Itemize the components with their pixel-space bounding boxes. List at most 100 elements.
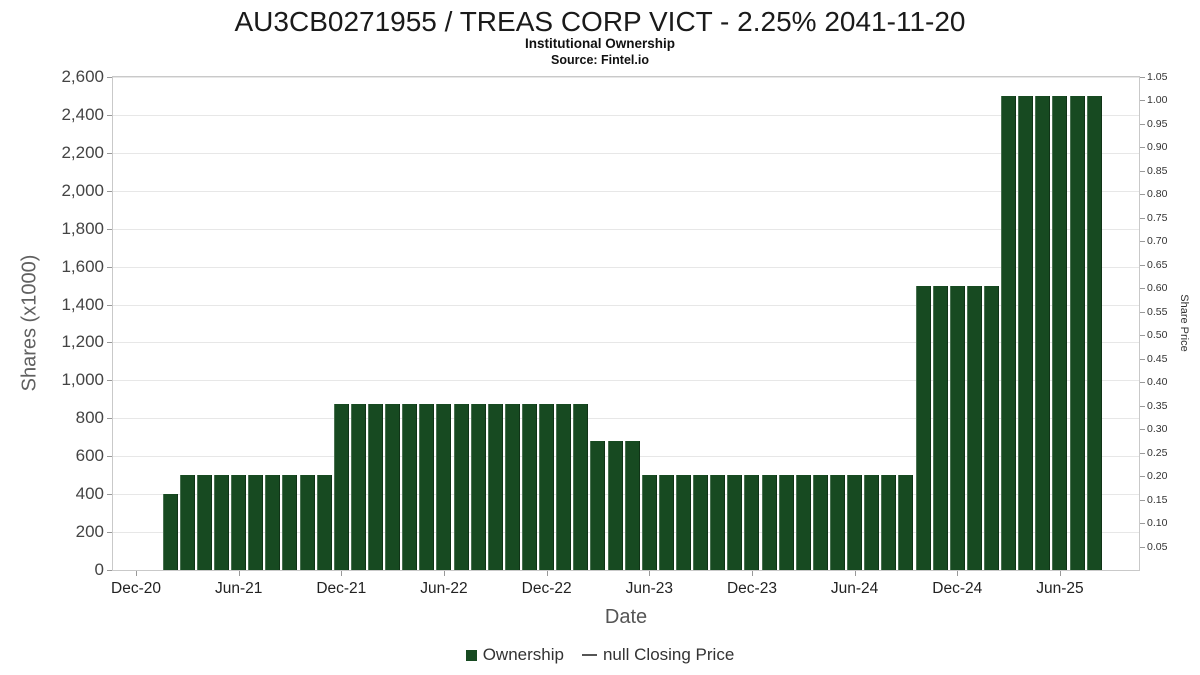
legend: Ownership null Closing Price — [0, 645, 1200, 665]
price-axis-tick-mark — [1140, 382, 1145, 384]
bar-apr-24 — [812, 475, 828, 570]
y-axis-tick-mark — [107, 532, 112, 534]
gridline — [113, 380, 1139, 382]
bar-apr-23 — [607, 441, 623, 570]
bar-sep-23 — [693, 475, 709, 570]
price-axis-tick-label: 0.50 — [1147, 329, 1168, 342]
bar-may-23 — [624, 441, 640, 570]
price-axis-tick-mark — [1140, 194, 1145, 196]
bar-jun-22 — [436, 404, 452, 570]
x-axis-tick-mark — [238, 571, 240, 576]
y-axis-tick-label: 0 — [94, 560, 104, 579]
x-axis-tick-mark — [854, 571, 856, 576]
bar-feb-25 — [984, 285, 999, 570]
bar-aug-21 — [265, 475, 281, 570]
price-axis-tick-mark — [1140, 499, 1145, 501]
x-axis-tick-label: Dec-20 — [111, 580, 161, 597]
bar-mar-24 — [795, 475, 811, 570]
bar-may-24 — [830, 475, 845, 570]
x-axis-title-date: Date — [604, 606, 648, 628]
price-axis-tick-label: 0.80 — [1147, 188, 1168, 201]
y-axis-tick-label: 1,600 — [61, 256, 104, 276]
bar-nov-22 — [522, 404, 538, 570]
bar-jan-24 — [761, 475, 777, 570]
price-axis-tick-mark — [1140, 241, 1145, 243]
y-axis-tick-label: 1,200 — [61, 332, 104, 352]
price-axis-tick-mark — [1140, 452, 1145, 454]
price-axis-tick-mark — [1140, 217, 1145, 219]
price-axis-tick-mark — [1140, 429, 1145, 431]
y-axis-tick-label: 1,400 — [61, 294, 104, 314]
legend-item-ownership: Ownership — [465, 645, 564, 665]
price-axis-tick-mark — [1140, 123, 1145, 125]
price-axis-tick-mark — [1140, 311, 1145, 313]
bar-jun-21 — [231, 475, 247, 570]
gridline — [113, 114, 1139, 116]
x-axis-tick-label: Jun-25 — [1036, 580, 1084, 597]
bar-nov-24 — [932, 285, 948, 570]
bar-oct-22 — [504, 404, 520, 570]
gridline — [113, 77, 1139, 78]
bar-apr-25 — [1018, 95, 1034, 570]
bar-mar-25 — [1001, 95, 1017, 570]
bar-sep-21 — [282, 475, 298, 570]
y-axis-tick-label: 2,400 — [61, 104, 104, 124]
price-axis-tick-label: 0.30 — [1147, 423, 1168, 436]
price-axis-tick-label: 0.20 — [1147, 470, 1168, 483]
bar-dec-22 — [539, 404, 555, 570]
bar-jan-22 — [350, 404, 366, 570]
price-axis-tick-label: 0.10 — [1147, 517, 1168, 530]
y-axis-tick-mark — [107, 418, 112, 420]
price-axis-tick-label: 0.90 — [1147, 141, 1168, 154]
x-axis-tick-mark — [341, 571, 343, 576]
gridline — [113, 190, 1139, 192]
price-axis-tick-mark — [1140, 523, 1145, 525]
price-axis-tick-label: 0.40 — [1147, 376, 1168, 389]
bar-aug-24 — [881, 475, 897, 570]
price-axis-tick-label: 0.85 — [1147, 164, 1168, 177]
x-axis-tick-mark — [649, 571, 651, 576]
price-axis-tick-mark — [1140, 405, 1145, 407]
bar-oct-23 — [710, 475, 726, 570]
x-axis-tick-mark — [751, 571, 753, 576]
price-axis-tick-label: 0.65 — [1147, 258, 1168, 271]
x-axis-tick-label: Dec-22 — [521, 580, 572, 597]
y-axis-tick-mark — [107, 456, 112, 458]
bar-feb-23 — [573, 404, 589, 570]
y-axis-tick-mark — [107, 190, 112, 192]
y-axis-tick-label: 1,800 — [61, 218, 104, 238]
y-axis-tick-label: 2,600 — [61, 67, 104, 86]
y-axis-tick-label: 2,000 — [61, 180, 104, 200]
price-axis-tick-mark — [1140, 100, 1145, 102]
price-axis-tick-label: 0.35 — [1147, 399, 1168, 412]
y-axis-tick-label: 1,000 — [61, 370, 104, 390]
y-axis-tick-label: 2,200 — [61, 142, 104, 162]
price-axis-tick-mark — [1140, 288, 1145, 290]
bar-jul-22 — [453, 404, 469, 570]
bar-mar-21 — [179, 475, 195, 570]
bar-jun-24 — [847, 475, 863, 570]
ownership-swatch-icon — [465, 649, 477, 661]
x-axis-tick-mark — [443, 571, 445, 576]
x-axis-tick-label: Jun-23 — [625, 580, 673, 597]
bar-oct-21 — [299, 475, 315, 570]
y-axis-tick-mark — [107, 77, 112, 78]
y-axis-tick-label: 200 — [75, 522, 104, 542]
y-axis-tick-mark — [107, 494, 112, 496]
bar-jul-23 — [658, 475, 674, 570]
bar-feb-24 — [778, 475, 794, 570]
price-axis-tick-label: 0.70 — [1147, 235, 1168, 248]
bar-dec-21 — [333, 404, 349, 570]
price-axis-tick-label: 0.25 — [1147, 446, 1168, 459]
price-axis-tick-mark — [1140, 358, 1145, 360]
bar-may-21 — [214, 475, 230, 570]
gridline — [113, 266, 1139, 268]
gridline — [113, 152, 1139, 154]
bar-oct-24 — [915, 285, 931, 570]
bar-jul-21 — [248, 475, 264, 570]
price-axis-tick-mark — [1140, 335, 1145, 337]
bar-may-22 — [419, 404, 435, 570]
y-axis-tick-label: 400 — [75, 484, 104, 504]
bar-jul-24 — [864, 475, 880, 570]
